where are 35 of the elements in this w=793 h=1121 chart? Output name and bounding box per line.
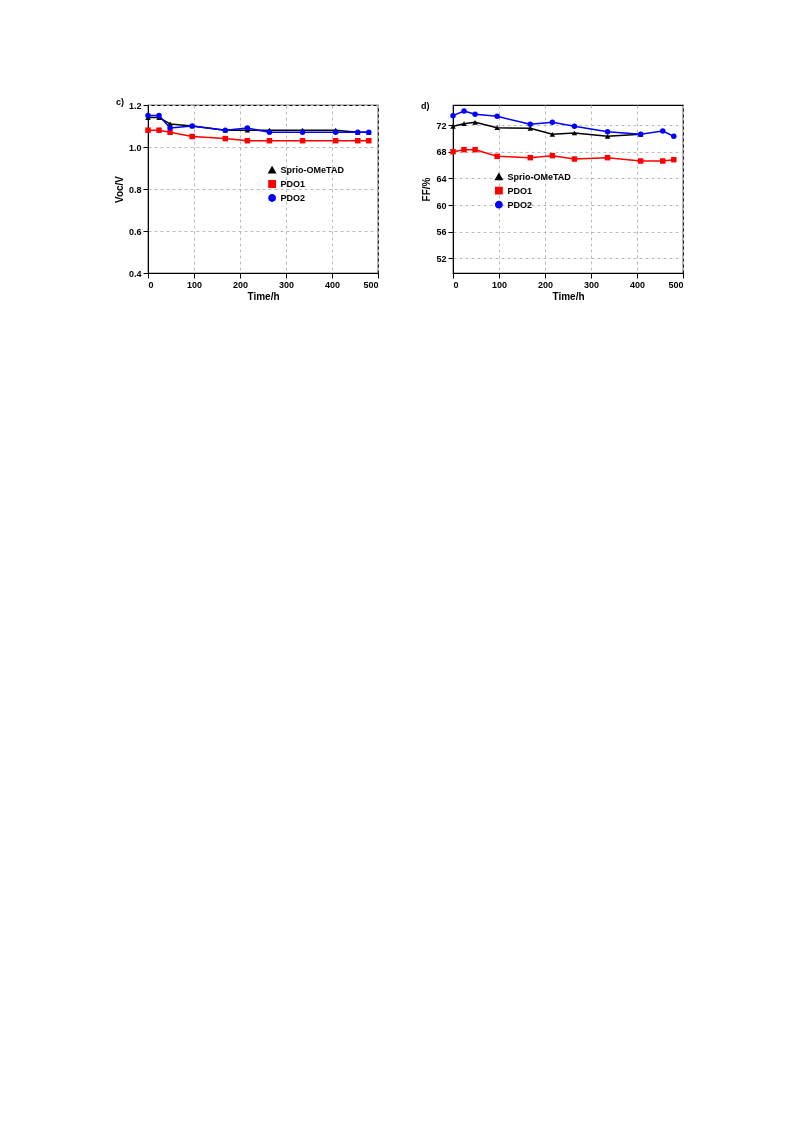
x-tick-label: 500 [363,279,379,290]
legend-label: Sprio-OMeTAD [507,171,572,182]
legend-label: PDO1 [507,185,532,196]
x-tick-label: 400 [324,279,341,290]
x-tick-label: 0 [148,279,154,290]
y-tick-label: 68 [436,147,447,158]
y-tick-label: 0.8 [128,184,142,195]
x-tick-label: 300 [278,279,295,290]
x-tick-label: 400 [629,279,646,290]
y-axis-title: Voc/V [113,175,125,204]
x-tick-label: 300 [583,279,600,290]
x-tick-label: 500 [668,279,684,290]
x-tick-label: 200 [232,279,249,290]
text: d) [421,101,430,111]
legend-label: PDO2 [507,199,532,210]
y-tick-label: 0.6 [128,226,142,237]
x-tick-label: 100 [186,279,203,290]
y-tick-label: 52 [436,253,447,264]
y-axis-title: FF/% [421,177,433,202]
y-tick-label: 1.2 [128,100,142,111]
y-tick-label: 64 [436,173,447,184]
legend-label: Sprio-OMeTAD [280,164,345,175]
text: c) [116,97,125,107]
legend-label: PDO1 [280,178,306,189]
x-axis-title: Time/h [247,290,280,302]
x-tick-label: 100 [491,279,508,290]
y-tick-label: 72 [436,120,447,131]
legend-label: PDO2 [280,192,306,203]
x-tick-label: 0 [453,279,459,290]
x-axis-title: Time/h [552,290,585,302]
y-tick-label: 56 [436,227,447,238]
x-tick-label: 200 [537,279,554,290]
y-tick-label: 1.0 [128,142,142,153]
y-tick-label: 0.4 [128,268,142,279]
y-tick-label: 60 [436,200,447,211]
